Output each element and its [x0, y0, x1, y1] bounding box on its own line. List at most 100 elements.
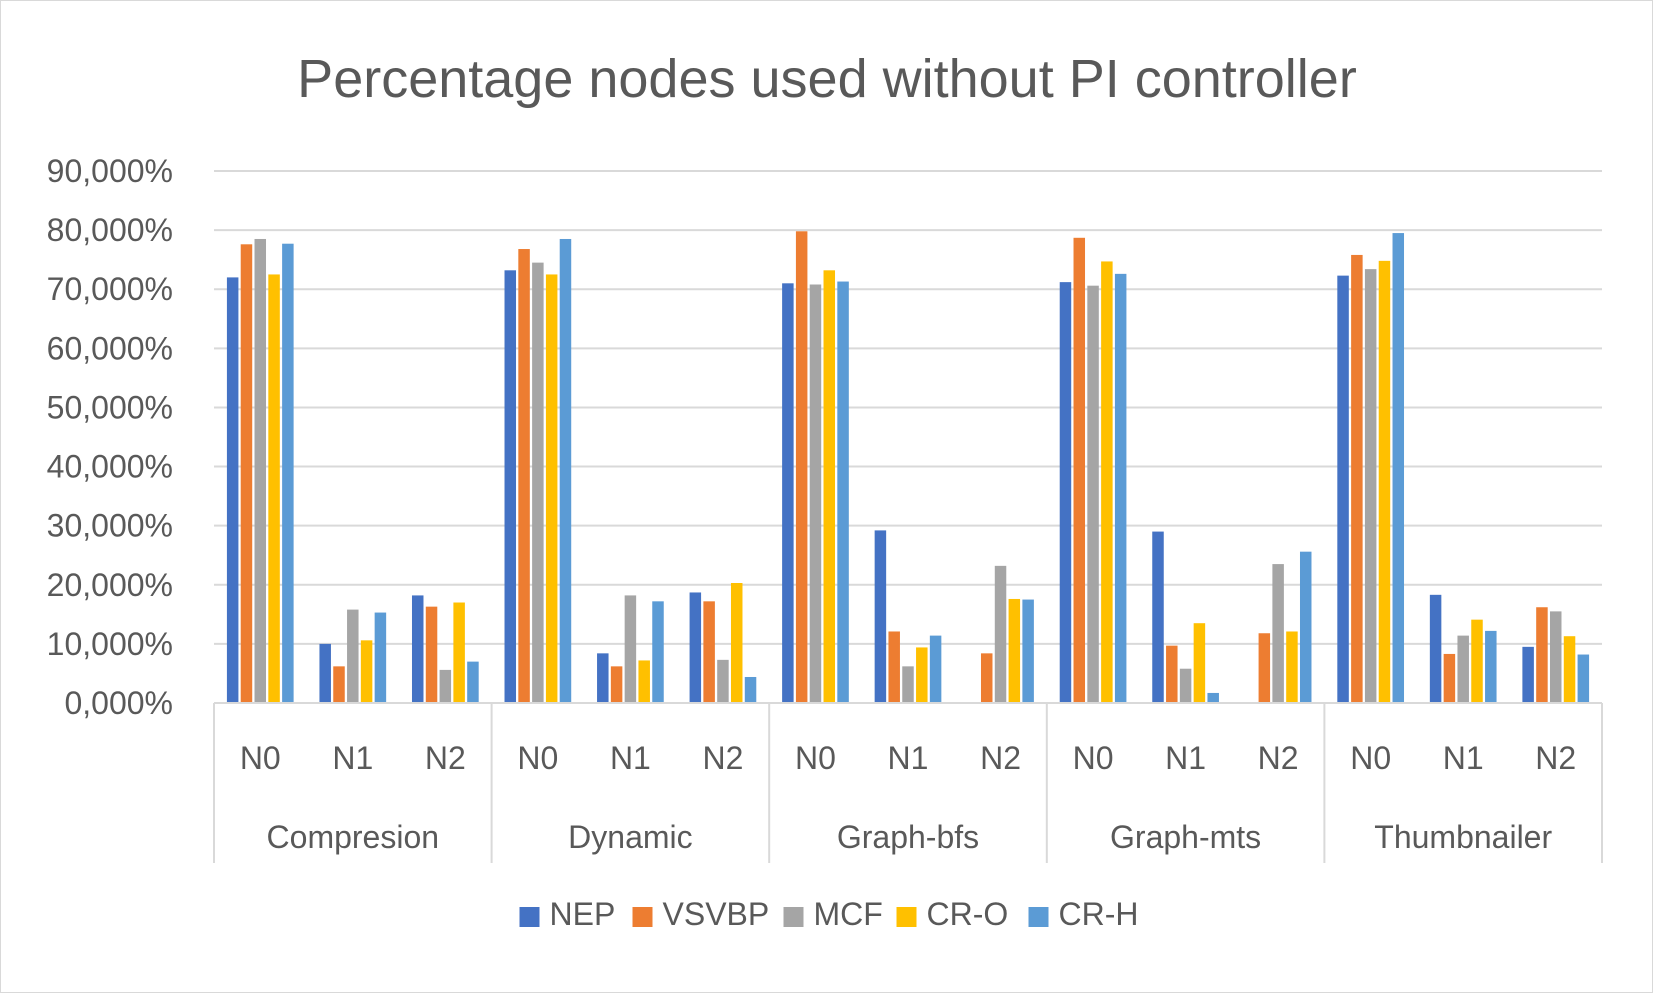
- bar-cr-h: [1577, 654, 1590, 703]
- bar-nep: [689, 592, 702, 703]
- bar-cr-h: [467, 661, 479, 703]
- x-tick-label: N0: [517, 740, 558, 776]
- bar-cr-o: [638, 660, 650, 703]
- x-tick-label: N0: [1350, 740, 1391, 776]
- bar-vsvbp: [1166, 645, 1178, 703]
- y-tick-label: 0,000%: [64, 685, 173, 721]
- bar-vsvbp: [1258, 633, 1271, 703]
- y-tick-label: 80,000%: [47, 212, 173, 248]
- y-tick-label: 60,000%: [47, 330, 173, 366]
- legend-swatch-mcf: [783, 907, 804, 927]
- bar-mcf: [347, 609, 359, 703]
- bar-vsvbp: [888, 631, 900, 703]
- bar-cr-o: [730, 583, 743, 703]
- legend-swatch-cr-o: [896, 907, 917, 927]
- legend-swatch-nep: [519, 907, 540, 927]
- bar-nep: [1522, 646, 1534, 703]
- bar-cr-h: [374, 612, 387, 703]
- x-group-label: Graph-bfs: [837, 819, 979, 855]
- bar-cr-h: [1114, 273, 1127, 703]
- bar-vsvbp: [240, 244, 253, 703]
- bar-vsvbp: [703, 601, 715, 703]
- x-tick-label: N1: [1165, 740, 1206, 776]
- legend-swatch-cr-h: [1028, 907, 1049, 927]
- bar-cr-h: [1022, 599, 1034, 703]
- x-tick-label: N1: [332, 740, 373, 776]
- bar-cr-h: [744, 676, 757, 703]
- x-tick-label: N2: [425, 740, 466, 776]
- bar-vsvbp: [980, 653, 993, 703]
- bar-cr-o: [268, 274, 280, 703]
- bars: [226, 231, 1590, 704]
- legend-swatch-vsvbp: [632, 907, 653, 927]
- bar-vsvbp: [425, 606, 438, 703]
- bar-cr-o: [1286, 631, 1298, 703]
- bar-nep: [874, 530, 887, 703]
- x-tick-label: N0: [795, 740, 836, 776]
- bar-nep: [411, 595, 424, 703]
- bar-vsvbp: [1536, 607, 1548, 703]
- y-tick-label: 70,000%: [47, 271, 173, 307]
- bar-cr-o: [1378, 260, 1391, 703]
- bar-nep: [504, 270, 517, 703]
- legend-label-nep: NEP: [550, 896, 616, 932]
- bar-mcf: [809, 284, 822, 703]
- legend-label-mcf: MCF: [814, 896, 883, 932]
- bar-mcf: [1457, 635, 1469, 703]
- bar-vsvbp: [1073, 237, 1086, 703]
- bar-cr-o: [1008, 598, 1021, 703]
- bar-vsvbp: [518, 249, 530, 703]
- bar-mcf: [1364, 269, 1377, 703]
- gridlines: [214, 170, 1602, 704]
- bar-cr-h: [837, 281, 849, 703]
- legend-label-vsvbp: VSVBP: [663, 896, 770, 932]
- x-tick-label: N1: [1443, 740, 1484, 776]
- bar-cr-o: [1563, 636, 1576, 703]
- x-tick-label: N0: [240, 740, 281, 776]
- legend-label-cr-o: CR-O: [927, 896, 1009, 932]
- bar-mcf: [994, 565, 1007, 703]
- bar-cr-o: [823, 270, 836, 703]
- bar-nep: [1429, 594, 1442, 703]
- x-axis: N0 N1 N2 N0 N1 N2 N0 N1 N2 N0 N1 N2 N0 N1 N2 Compresion…: [213, 702, 1603, 863]
- bar-mcf: [1179, 668, 1192, 703]
- y-tick-label: 10,000%: [47, 626, 173, 662]
- x-group-label: Compresion: [267, 819, 440, 855]
- legend: NEP VSVBP MCF CR-O CR-H: [519, 896, 1138, 932]
- bar-vsvbp: [1351, 254, 1363, 703]
- x-tick-label: N2: [702, 740, 743, 776]
- bar-cr-h: [1392, 233, 1405, 704]
- x-group-label: Dynamic: [568, 819, 692, 855]
- bar-mcf: [439, 669, 452, 703]
- bar-nep: [782, 283, 794, 703]
- bar-mcf: [902, 666, 914, 703]
- chart-title: Percentage nodes used without PI control…: [297, 49, 1357, 109]
- bar-cr-h: [1299, 551, 1312, 703]
- bar-cr-o: [1101, 261, 1113, 703]
- bar-nep: [1152, 531, 1164, 703]
- x-tick-label: N1: [610, 740, 651, 776]
- y-tick-label: 50,000%: [47, 389, 173, 425]
- x-group-label: Thumbnailer: [1374, 819, 1552, 855]
- bar-cr-h: [282, 243, 294, 703]
- bar-nep: [319, 643, 331, 703]
- bar-cr-h: [929, 635, 942, 703]
- y-axis-ticks: 0,000% 10,000% 20,000% 30,000% 40,000% 50,000…: [47, 153, 173, 721]
- bar-nep: [597, 653, 609, 703]
- bar-nep: [1337, 275, 1349, 703]
- bar-vsvbp: [1443, 653, 1456, 703]
- bar-cr-o: [360, 640, 373, 703]
- x-tick-label: N2: [980, 740, 1021, 776]
- bar-mcf: [717, 659, 729, 703]
- x-tick-label: N2: [1258, 740, 1299, 776]
- bar-cr-o: [1471, 619, 1483, 703]
- y-tick-label: 20,000%: [47, 567, 173, 603]
- y-tick-label: 30,000%: [47, 508, 173, 544]
- y-tick-label: 90,000%: [47, 153, 173, 189]
- y-tick-label: 40,000%: [47, 449, 173, 485]
- bar-cr-o: [453, 602, 465, 703]
- bar-cr-o: [545, 274, 558, 703]
- bar-vsvbp: [610, 666, 623, 703]
